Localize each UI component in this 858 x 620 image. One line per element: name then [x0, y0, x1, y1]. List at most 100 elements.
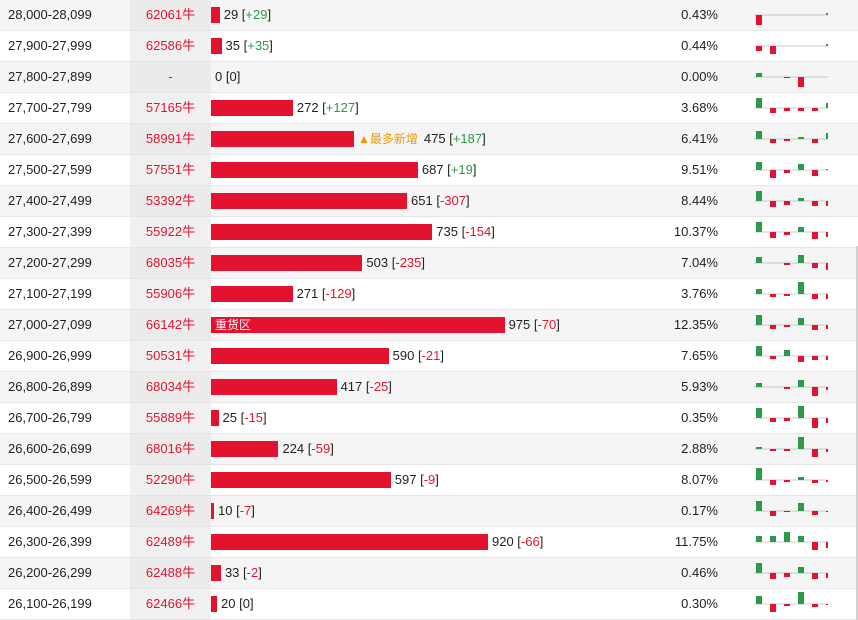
- volume-bar: [211, 131, 354, 147]
- table-row[interactable]: 26,300-26,399 62489牛 920 [-66] 11.75%: [0, 527, 858, 558]
- volume-bar: [211, 503, 215, 519]
- sparkline-bar: [770, 604, 776, 612]
- volume-bar: [211, 38, 222, 54]
- volume-bar: [211, 348, 389, 364]
- sparkline-bar: [826, 542, 828, 548]
- warrant-code[interactable]: 68016牛: [130, 434, 211, 464]
- change-number: +35: [247, 38, 270, 53]
- price-range: 26,100-26,199: [8, 596, 92, 611]
- sparkline-bar: [798, 536, 804, 542]
- table-row[interactable]: 27,500-27,599 57551牛 687 [+19] 9.51%: [0, 155, 858, 186]
- table-row[interactable]: 26,600-26,699 68016牛 224 [-59] 2.88%: [0, 434, 858, 465]
- warrant-code[interactable]: 62586牛: [130, 31, 211, 61]
- sparkline-bar: [770, 232, 776, 238]
- sparkline-bar: [812, 604, 818, 607]
- sparkline-bar: [798, 227, 804, 232]
- table-row[interactable]: 27,900-27,999 62586牛 35 [+35] 0.44%: [0, 31, 858, 62]
- volume-bar: [211, 596, 217, 612]
- warrant-code[interactable]: 55889牛: [130, 403, 211, 433]
- sparkline-bar: [826, 418, 828, 423]
- trend-sparkline: [754, 255, 828, 270]
- sparkline-bar: [812, 325, 818, 330]
- table-row[interactable]: 27,800-27,899 -0 [0] 0.00%: [0, 62, 858, 93]
- warrant-code[interactable]: 55906牛: [130, 279, 211, 309]
- sparkline-bar: [784, 449, 790, 451]
- price-range: 27,100-27,199: [8, 286, 92, 301]
- sparkline-bar: [770, 418, 776, 422]
- sparkline-bar: [784, 325, 790, 327]
- sparkline-bar: [798, 567, 804, 573]
- sparkline-bar: [812, 418, 818, 428]
- price-range: 26,900-26,999: [8, 348, 92, 363]
- volume-bar: [211, 7, 220, 23]
- sparkline-bar: [798, 164, 804, 170]
- trend-sparkline: [754, 162, 828, 178]
- count-value: 651 [-307]: [411, 193, 470, 208]
- table-row[interactable]: 27,400-27,499 53392牛 651 [-307] 8.44%: [0, 186, 858, 217]
- table-row[interactable]: 28,000-28,099 62061牛 29 [+29] 0.43%: [0, 0, 858, 31]
- table-row[interactable]: 26,100-26,199 62466牛 20 [0] 0.30%: [0, 589, 858, 620]
- count-value: 590 [-21]: [392, 348, 444, 363]
- sparkline-bar: [798, 318, 804, 325]
- scrollbar[interactable]: [856, 246, 858, 620]
- sparkline-bar: [812, 449, 818, 457]
- count-number: 975: [508, 317, 531, 332]
- warrant-code[interactable]: 62489牛: [130, 527, 211, 557]
- sparkline-bar: [812, 387, 818, 396]
- sparkline-bar: [770, 325, 776, 329]
- percent-value: 9.51%: [681, 162, 718, 177]
- table-row[interactable]: 27,600-27,699 58991牛 ▲最多新增 475 [+187] 6.41%: [0, 124, 858, 155]
- warrant-code[interactable]: 50531牛: [130, 341, 211, 371]
- warrant-code[interactable]: 57165牛: [130, 93, 211, 123]
- volume-bar: [211, 441, 279, 457]
- table-row[interactable]: 26,800-26,899 68034牛 417 [-25] 5.93%: [0, 372, 858, 403]
- percent-value: 0.44%: [681, 38, 718, 53]
- change-number: -66: [520, 534, 540, 549]
- warrant-code[interactable]: 52290牛: [130, 465, 211, 495]
- table-row[interactable]: 27,300-27,399 55922牛 735 [-154] 10.37%: [0, 217, 858, 248]
- price-range: 26,200-26,299: [8, 565, 92, 580]
- trend-sparkline: [754, 532, 828, 550]
- table-row[interactable]: 26,200-26,299 62488牛 33 [-2] 0.46%: [0, 558, 858, 589]
- table-row[interactable]: 27,000-27,099 66142牛 重货区 975 [-70] 12.35%: [0, 310, 858, 341]
- warrant-code[interactable]: 58991牛: [130, 124, 211, 154]
- percent-value: 8.44%: [681, 193, 718, 208]
- warrant-code[interactable]: 68034牛: [130, 372, 211, 402]
- sparkline-bar: [812, 480, 818, 483]
- bar-cell: 33 [-2]: [211, 558, 671, 588]
- sparkline-bar: [812, 294, 818, 299]
- table-row[interactable]: 27,200-27,299 68035牛 503 [-235] 7.04%: [0, 248, 858, 279]
- sparkline-bar: [784, 170, 790, 173]
- warrant-code[interactable]: 68035牛: [130, 248, 211, 278]
- count-number: 503: [366, 255, 389, 270]
- warrant-code[interactable]: 64269牛: [130, 496, 211, 526]
- price-range: 27,000-27,099: [8, 317, 92, 332]
- table-row[interactable]: 26,900-26,999 50531牛 590 [-21] 7.65%: [0, 341, 858, 372]
- warrant-code[interactable]: 62488牛: [130, 558, 211, 588]
- trend-sparkline: [754, 73, 828, 87]
- sparkline-bar: [784, 263, 790, 265]
- table-row[interactable]: 26,400-26,499 64269牛 10 [-7] 0.17%: [0, 496, 858, 527]
- sparkline-bar: [812, 573, 818, 579]
- table-row[interactable]: 26,500-26,599 52290牛 597 [-9] 8.07%: [0, 465, 858, 496]
- warrant-code[interactable]: 62061牛: [130, 0, 211, 30]
- warrant-code[interactable]: 55922牛: [130, 217, 211, 247]
- warrant-code[interactable]: 53392牛: [130, 186, 211, 216]
- warrant-code[interactable]: 62466牛: [130, 589, 211, 619]
- warrant-code[interactable]: -: [130, 62, 211, 92]
- sparkline-bar: [784, 294, 790, 296]
- warrant-code[interactable]: 66142牛: [130, 310, 211, 340]
- percent-value: 2.88%: [681, 441, 718, 456]
- table-row[interactable]: 27,700-27,799 57165牛 272 [+127] 3.68%: [0, 93, 858, 124]
- sparkline-bar: [756, 131, 762, 139]
- sparkline-bar: [770, 573, 776, 579]
- table-row[interactable]: 27,100-27,199 55906牛 271 [-129] 3.76%: [0, 279, 858, 310]
- sparkline-bar: [826, 13, 828, 15]
- sparkline-bar: [770, 480, 776, 485]
- volume-bar: [211, 379, 337, 395]
- warrant-code[interactable]: 57551牛: [130, 155, 211, 185]
- price-range: 27,300-27,399: [8, 224, 92, 239]
- sparkline-bar: [812, 170, 818, 176]
- table-row[interactable]: 26,700-26,799 55889牛 25 [-15] 0.35%: [0, 403, 858, 434]
